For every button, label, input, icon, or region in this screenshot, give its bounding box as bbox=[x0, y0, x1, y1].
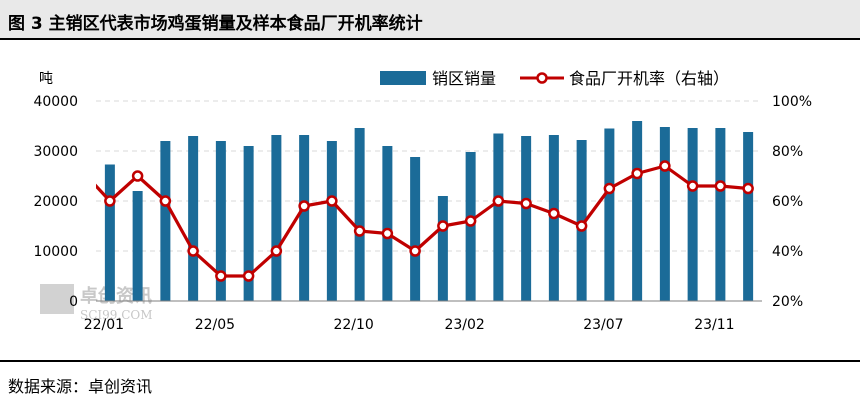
line-point-22/04 bbox=[187, 245, 199, 257]
watermark-logo bbox=[40, 284, 74, 314]
right-tick-label: 20% bbox=[772, 294, 803, 310]
left-tick-label: 30000 bbox=[33, 144, 78, 160]
bar-22/06 bbox=[243, 146, 254, 301]
bar-22/03 bbox=[160, 141, 171, 301]
line-point-23/03 bbox=[492, 195, 505, 207]
left-tick-label: 40000 bbox=[33, 94, 78, 110]
line-point-23/01 bbox=[437, 220, 449, 232]
line-series bbox=[96, 160, 754, 282]
watermark-sub-text: SCI99.COM bbox=[80, 308, 153, 322]
bar-22/04 bbox=[188, 136, 199, 301]
x-axis: 22/01 22/05 22/10 23/02 23/07 23/11 bbox=[84, 300, 762, 333]
bar-22/07 bbox=[271, 135, 282, 301]
right-axis: 100% 80% 60% 40% 20% bbox=[772, 94, 812, 310]
line-point-22/01 bbox=[104, 195, 116, 207]
line-point-23/04 bbox=[520, 197, 532, 210]
legend-line-marker bbox=[536, 72, 548, 84]
legend-line-label: 食品厂开机率（右轴） bbox=[569, 69, 729, 88]
title-bar: 图 3 主销区代表市场鸡蛋销量及样本食品厂开机率统计 bbox=[0, 0, 860, 40]
line-point-22/07 bbox=[270, 245, 283, 257]
x-tick-label: 23/07 bbox=[583, 317, 623, 333]
bar-23/03 bbox=[493, 133, 504, 301]
line-point-22/11 bbox=[381, 227, 394, 240]
chart-title: 图 3 主销区代表市场鸡蛋销量及样本食品厂开机率统计 bbox=[8, 14, 423, 34]
bar-23/08 bbox=[632, 121, 643, 301]
bar-22/12 bbox=[410, 157, 421, 301]
line-point-23/09 bbox=[659, 160, 671, 172]
line-point-23/11 bbox=[714, 180, 727, 192]
line-point-23/05 bbox=[548, 207, 560, 220]
x-tick-label: 23/02 bbox=[444, 317, 484, 333]
line-point-22/08 bbox=[298, 200, 310, 212]
line-point-22/05 bbox=[215, 270, 227, 282]
bar-23/04 bbox=[521, 136, 532, 301]
bar-22/10 bbox=[354, 128, 365, 301]
left-tick-label: 10000 bbox=[33, 244, 78, 260]
bar-series bbox=[104, 121, 754, 301]
bar-23/07 bbox=[604, 128, 615, 301]
right-tick-label: 40% bbox=[772, 244, 803, 260]
line-point-22/09 bbox=[326, 195, 338, 207]
footer: 数据来源：卓创资讯 bbox=[0, 360, 860, 406]
line-point-22/10 bbox=[353, 225, 366, 237]
line-point-23/12 bbox=[742, 182, 754, 195]
bar-22/01 bbox=[104, 164, 115, 301]
bar-23/11 bbox=[715, 128, 726, 301]
bar-22/05 bbox=[215, 141, 226, 301]
line-point-22/02 bbox=[131, 170, 144, 182]
left-tick-label: 0 bbox=[69, 294, 78, 310]
right-tick-label: 80% bbox=[772, 144, 803, 160]
left-tick-label: 20000 bbox=[33, 194, 78, 210]
bar-22/08 bbox=[299, 135, 310, 301]
bar-22/09 bbox=[326, 141, 337, 301]
x-tick-label: 22/05 bbox=[195, 317, 235, 333]
left-axis: 40000 30000 20000 10000 0 bbox=[33, 94, 78, 310]
legend-bar-label: 销区销量 bbox=[432, 69, 496, 88]
line-point-23/02 bbox=[464, 215, 477, 227]
line-point-23/10 bbox=[686, 180, 699, 192]
right-tick-label: 100% bbox=[772, 94, 812, 110]
x-tick-label: 23/11 bbox=[694, 317, 734, 333]
bar-23/01 bbox=[437, 196, 448, 301]
bar-22/02 bbox=[132, 191, 143, 301]
line-point-23/07 bbox=[603, 182, 616, 195]
x-tick-label: 22/01 bbox=[84, 317, 124, 333]
bar-23/09 bbox=[659, 127, 670, 301]
line-point-22/06 bbox=[242, 270, 255, 282]
source-note: 数据来源：卓创资讯 bbox=[8, 377, 153, 396]
line-point-23/06 bbox=[575, 220, 588, 232]
y-unit-label: 吨 bbox=[39, 71, 53, 87]
line-point-23/08 bbox=[631, 167, 643, 180]
legend: 销区销量 食品厂开机率（右轴） bbox=[380, 69, 729, 88]
bar-23/12 bbox=[743, 132, 754, 301]
right-tick-label: 60% bbox=[772, 194, 803, 210]
legend-bar-swatch bbox=[380, 71, 426, 85]
line-point-22/12 bbox=[409, 245, 421, 257]
bar-22/11 bbox=[382, 146, 393, 301]
x-tick-label: 22/10 bbox=[333, 317, 373, 333]
line-point-22/03 bbox=[159, 195, 172, 207]
bar-23/10 bbox=[687, 128, 698, 301]
